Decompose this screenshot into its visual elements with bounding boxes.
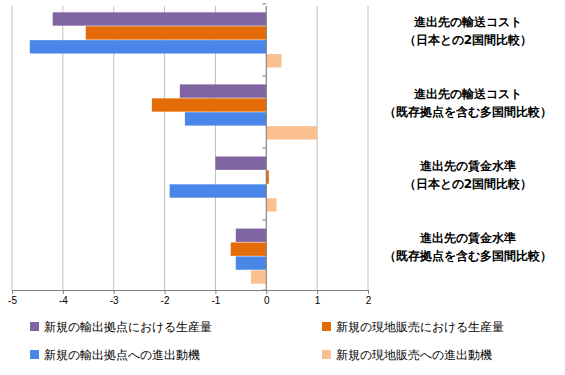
legend: 新規の輸出拠点における生産量 新規の現地販売における生産量新規の輸出拠点への進出動… [30,320,504,362]
category-label: 進出先の賃金水準（日本との2国間比較） [404,159,532,191]
tick: 1 [315,290,321,306]
series [86,26,269,256]
tick: 2 [366,290,372,306]
grid [12,6,368,290]
legend-label: 新規の現地販売への進出動機 [336,348,492,362]
tick-label: 1 [315,295,321,306]
tick: -4 [59,290,68,306]
bar [231,242,267,255]
category-axis [262,4,266,290]
category-labels: 進出先の輸送コスト（日本との2国間比較） 進出先の輸送コスト（既存拠点を含む多国間… [384,15,552,263]
grid-line [317,6,318,290]
tick-mark [317,290,318,294]
legend-item: 新規の現地販売における生産量 [322,320,504,334]
tick-label: 2 [366,295,372,306]
bar [266,198,276,211]
tick-mark [165,290,166,294]
legend-item: 新規の輸出拠点における生産量 [30,320,212,334]
grid-line [368,6,369,290]
category-tick [262,75,266,76]
tick: -2 [161,290,170,306]
category-label: 進出先の輸送コスト（日本との2国間比較） [404,15,532,47]
legend-swatch [322,350,331,359]
category-tick [262,3,266,4]
tick-mark [215,290,216,294]
bar [236,256,267,269]
tick-mark [114,290,115,294]
grid-line [12,6,13,290]
bar [266,54,281,67]
tick-mark [266,290,267,294]
tick-label: 0 [264,295,270,306]
bar [251,270,266,283]
bar [170,184,267,197]
bar [152,98,266,111]
bar [86,26,267,39]
bar [185,112,266,125]
legend-label: 新規の輸出拠点における生産量 [44,320,212,334]
bar [266,126,317,139]
tick-label: -1 [211,295,220,306]
x-axis: -5 -4 -3 -2 -1 0 1 2 [8,290,372,306]
tick-mark [12,290,13,294]
legend-item: 新規の現地販売への進出動機 [322,348,492,362]
tick-label: -3 [110,295,119,306]
tick-label: -2 [161,295,170,306]
category-label: 進出先の賃金水準（既存拠点を含む多国間比較） [384,231,552,263]
tick: -3 [110,290,119,306]
tick: -1 [211,290,220,306]
legend-label: 新規の現地販売における生産量 [336,320,504,334]
tick-label: -5 [8,295,17,306]
legend-label: 新規の輸出拠点への進出動機 [44,348,200,362]
category-label: 進出先の輸送コスト（既存拠点を含む多国間比較） [384,87,552,119]
tick: 0 [264,290,270,306]
legend-swatch [322,322,331,331]
bar [236,229,267,242]
bar [215,156,266,169]
tick-mark [63,290,64,294]
bar [30,40,266,53]
category-tick [262,148,266,149]
series [251,54,317,284]
bar [53,12,267,25]
chart: -5-4-3-2-1012進出先の輸送コスト（日本との2国間比較）進出先の輸送コ… [0,0,565,375]
tick: -5 [8,290,17,306]
category-tick [262,220,266,221]
bar [180,84,266,97]
tick-mark [368,290,369,294]
legend-swatch [30,350,39,359]
tick-label: -4 [59,295,68,306]
series [30,40,266,270]
legend-swatch [30,322,39,331]
bars [30,12,317,283]
axis-line [13,291,369,295]
legend-item: 新規の輸出拠点への進出動機 [30,348,200,362]
